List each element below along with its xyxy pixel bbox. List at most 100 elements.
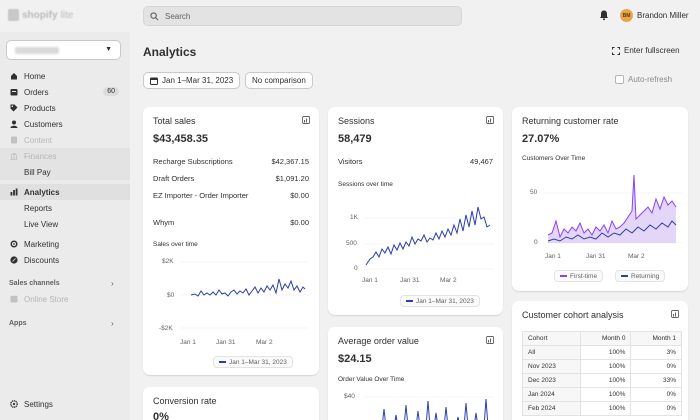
- table-cell: 0%: [630, 387, 682, 402]
- legend-label: First-time: [570, 272, 598, 280]
- y-tick: 50: [530, 189, 538, 196]
- shopify-bag-icon: [8, 9, 19, 21]
- customers-area-chart: [542, 174, 682, 244]
- sidebar-item-discounts[interactable]: Discounts: [0, 252, 130, 268]
- table-cell: Dec 2023: [522, 373, 581, 388]
- search-input[interactable]: Search: [143, 6, 462, 26]
- y-tick: 0: [354, 265, 358, 272]
- sessions-card: Sessions 58,479 Visitors 49,467 Sessions…: [328, 107, 503, 315]
- chart-legend: Jan 1–Mar 31, 2023: [213, 356, 293, 368]
- sidebar-item-finances[interactable]: Finances: [0, 148, 130, 164]
- store-logo[interactable]: shopify lite: [8, 9, 73, 21]
- chart-icon[interactable]: [302, 116, 310, 124]
- row-label: Draft Orders: [153, 174, 195, 183]
- table-cell: 100%: [579, 359, 632, 374]
- aov-bar-chart: [364, 396, 494, 420]
- search-icon: [150, 11, 159, 20]
- y-tick: 0: [534, 239, 538, 246]
- chart-legend: Returning: [615, 270, 666, 282]
- fullscreen-label: Enter fullscreen: [624, 46, 680, 55]
- card-title[interactable]: Conversion rate: [153, 396, 217, 406]
- sidebar-item-orders[interactable]: Orders 60: [0, 84, 130, 100]
- sales-channels-heading[interactable]: Sales channels: [9, 280, 60, 287]
- card-title[interactable]: Average order value: [338, 336, 419, 346]
- comparison-button[interactable]: No comparison: [245, 72, 313, 89]
- row-value: $0.00: [290, 191, 309, 200]
- home-icon: [11, 73, 17, 80]
- sidebar-item-label: Live View: [24, 220, 59, 229]
- apps-heading[interactable]: Apps: [9, 320, 27, 327]
- x-tick: Jan 31: [216, 339, 236, 346]
- sales-channel-row: Draft Orders $1,091.20: [153, 174, 309, 183]
- chart-icon[interactable]: [486, 116, 494, 124]
- sidebar-item-marketing[interactable]: Marketing: [0, 236, 130, 252]
- first-time-area: [548, 175, 676, 243]
- calendar-icon: [150, 77, 158, 85]
- target-icon: [10, 240, 18, 248]
- sidebar-item-live-view[interactable]: Live View: [0, 216, 130, 232]
- x-tick: Mar 2: [256, 339, 273, 346]
- table-cell: Nov 2023: [522, 359, 581, 374]
- row-value: 49,467: [470, 157, 493, 166]
- total-sales-value: $43,458.35: [153, 133, 209, 145]
- sidebar-item-label: Finances: [24, 152, 57, 161]
- sidebar-item-customers[interactable]: Customers: [0, 116, 130, 132]
- orders-count-badge: 60: [103, 87, 119, 96]
- fullscreen-button[interactable]: Enter fullscreen: [612, 46, 680, 55]
- table-cell: 100%: [579, 401, 632, 416]
- y-tick: $2K: [162, 258, 174, 265]
- row-value: $1,091.20: [275, 174, 309, 183]
- date-range-button[interactable]: Jan 1–Mar 31, 2023: [143, 72, 241, 89]
- average-order-value-card: Average order value $24.15 Order Value O…: [328, 327, 503, 420]
- card-title[interactable]: Customer cohort analysis: [522, 310, 624, 320]
- table-cell: All: [522, 345, 581, 360]
- bell-icon[interactable]: [598, 9, 610, 21]
- sidebar-item-analytics[interactable]: Analytics: [0, 184, 130, 200]
- auto-refresh-label: Auto-refresh: [628, 75, 673, 84]
- document-icon: [11, 136, 17, 144]
- sidebar: ▼ Home Orders 60 Products Customers Cont…: [0, 32, 130, 420]
- x-tick: Jan 31: [586, 253, 606, 260]
- store-selector[interactable]: ▼: [6, 40, 121, 60]
- avatar[interactable]: BM: [620, 9, 633, 22]
- auto-refresh-toggle[interactable]: Auto-refresh: [615, 75, 672, 84]
- card-title[interactable]: Total sales: [153, 116, 196, 126]
- sidebar-item-online-store[interactable]: Online Store: [0, 291, 130, 307]
- sidebar-item-content[interactable]: Content: [0, 132, 130, 148]
- total-sales-card: Total sales $43,458.35 Recharge Subscrip…: [143, 107, 319, 375]
- bank-icon: [10, 152, 18, 160]
- sidebar-item-home[interactable]: Home: [0, 68, 130, 84]
- user-name[interactable]: Brandon Miller: [637, 11, 689, 20]
- sidebar-item-reports[interactable]: Reports: [0, 200, 130, 216]
- expand-icon: [612, 46, 620, 55]
- sidebar-item-label: Orders: [24, 88, 49, 97]
- column-header: Month 0: [579, 331, 632, 346]
- sidebar-item-label: Discounts: [24, 256, 60, 265]
- top-bar: shopify lite Search BM Brandon Miller: [0, 0, 700, 32]
- legend-label: Jan 1–Mar 31, 2023: [416, 297, 474, 305]
- row-label: Whym: [153, 218, 175, 227]
- card-title[interactable]: Returning customer rate: [522, 116, 619, 126]
- y-tick: 1K: [350, 214, 358, 221]
- x-tick: Mar 2: [440, 277, 457, 284]
- discount-icon: [10, 256, 18, 264]
- sidebar-item-label: Analytics: [24, 188, 60, 197]
- x-tick: Mar 2: [628, 253, 645, 260]
- sidebar-item-bill-pay[interactable]: Bill Pay: [0, 164, 130, 180]
- conversion-rate-card: Conversion rate 0%: [143, 387, 319, 420]
- orders-icon: [10, 89, 18, 96]
- chart-icon[interactable]: [671, 310, 679, 318]
- chart-legend: Jan 1–Mar 31, 2023: [400, 295, 480, 307]
- sidebar-item-products[interactable]: Products: [0, 100, 130, 116]
- sidebar-item-label: Marketing: [24, 240, 60, 249]
- sales-line-chart: [181, 261, 309, 329]
- auto-refresh-checkbox[interactable]: [615, 75, 624, 84]
- chart-icon[interactable]: [486, 336, 494, 344]
- sidebar-item-settings[interactable]: Settings: [0, 396, 130, 412]
- chevron-right-icon[interactable]: ›: [111, 279, 114, 288]
- y-tick: -$2K: [159, 325, 173, 332]
- chart-label: Order Value Over Time: [338, 376, 405, 383]
- chevron-right-icon[interactable]: ›: [111, 319, 114, 328]
- aov-value: $24.15: [338, 353, 372, 365]
- card-title[interactable]: Sessions: [338, 116, 375, 126]
